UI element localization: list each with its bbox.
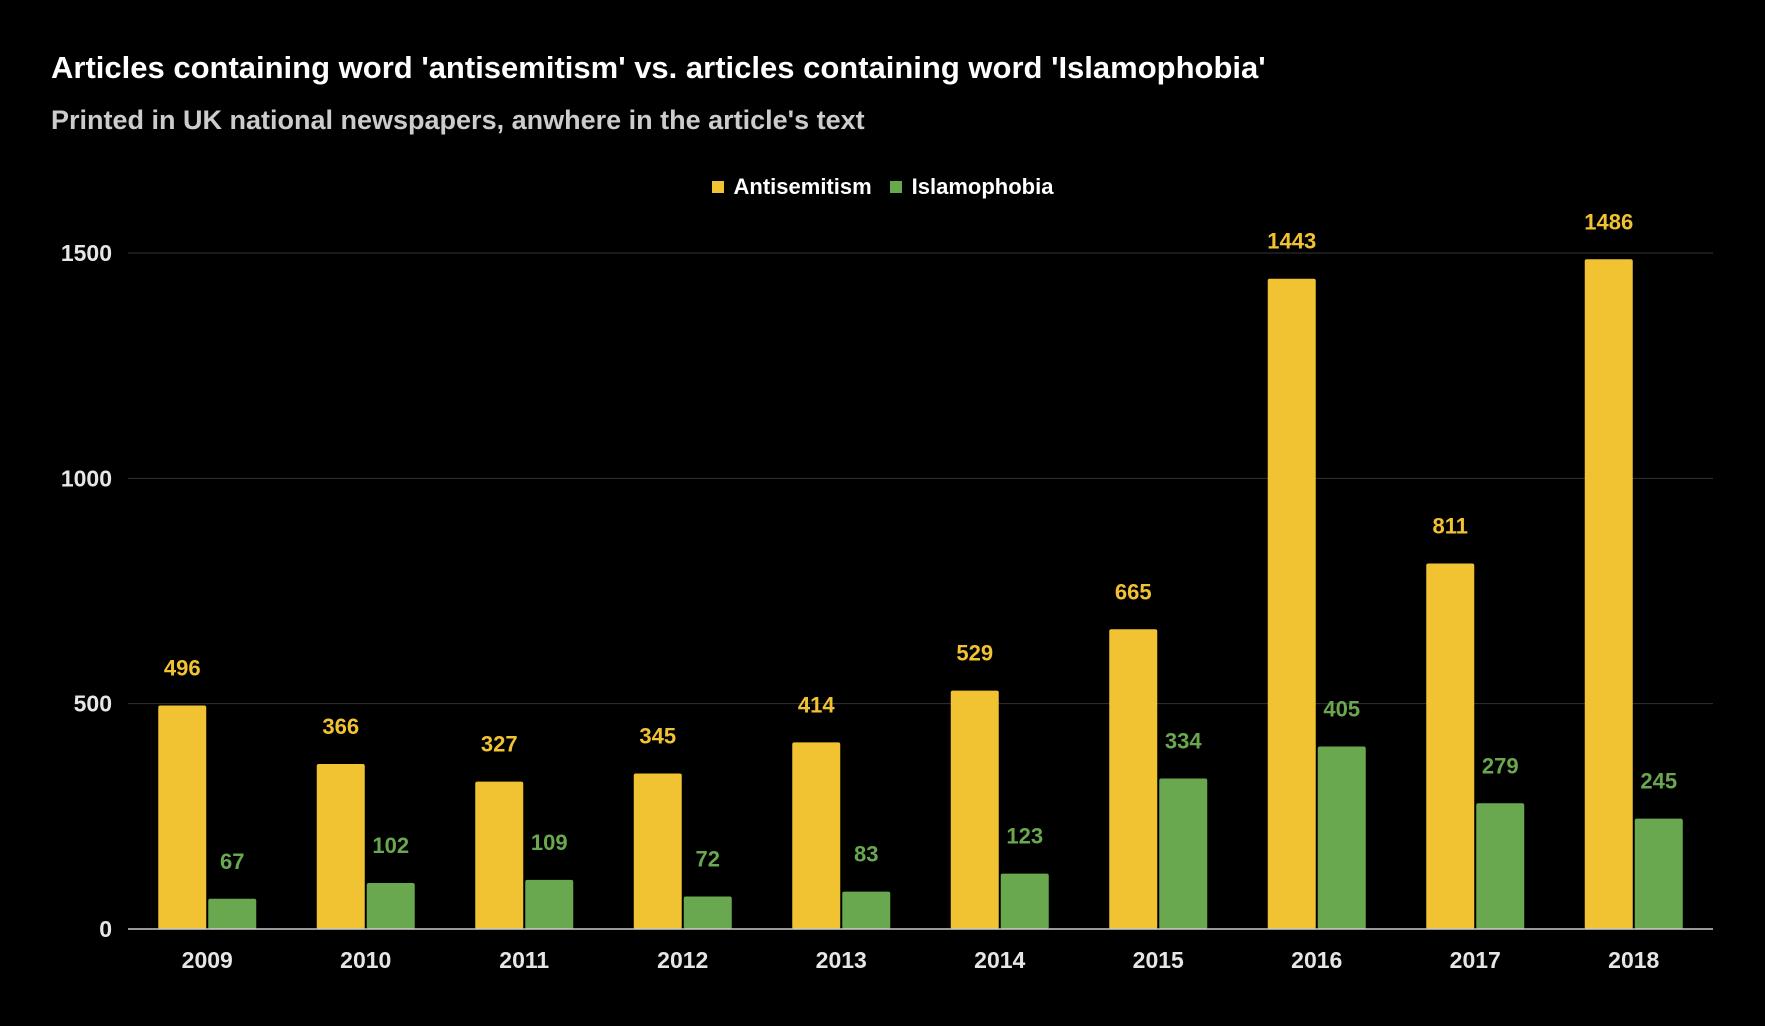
x-tick-label: 2010 — [340, 947, 391, 973]
x-tick-label: 2012 — [657, 947, 708, 973]
bar-antisemitism-2016[interactable] — [1267, 278, 1316, 929]
data-label-antisemitism-2017: 811 — [1433, 514, 1469, 539]
legend-swatch-islamophobia — [889, 181, 902, 193]
x-tick-label: 2017 — [1450, 947, 1501, 973]
data-label-islamophobia-2018: 245 — [1640, 769, 1677, 794]
y-tick-label: 500 — [74, 691, 112, 717]
y-tick-label: 0 — [99, 916, 112, 942]
data-label-antisemitism-2013: 414 — [798, 692, 835, 717]
x-tick-label: 2015 — [1133, 947, 1184, 973]
x-tick-label: 2014 — [974, 947, 1025, 973]
data-label-islamophobia-2014: 123 — [1006, 824, 1043, 849]
bar-islamophobia-2011[interactable] — [525, 879, 574, 929]
data-label-islamophobia-2013: 83 — [854, 842, 878, 867]
data-label-islamophobia-2015: 334 — [1165, 728, 1202, 753]
bar-antisemitism-2015[interactable] — [1109, 629, 1158, 929]
data-label-islamophobia-2016: 405 — [1323, 696, 1360, 721]
legend: Antisemitism Islamophobia — [0, 174, 1765, 200]
bar-antisemitism-2014[interactable] — [950, 690, 999, 929]
bar-antisemitism-2013[interactable] — [792, 742, 841, 929]
data-label-islamophobia-2010: 102 — [372, 833, 409, 858]
x-tick-label: 2009 — [182, 947, 233, 973]
bar-antisemitism-2018[interactable] — [1584, 259, 1633, 929]
data-label-antisemitism-2018: 1486 — [1584, 209, 1633, 234]
data-label-antisemitism-2012: 345 — [639, 724, 676, 749]
x-tick-label: 2018 — [1608, 947, 1659, 973]
x-tick-label: 2013 — [816, 947, 867, 973]
bar-islamophobia-2018[interactable] — [1634, 818, 1683, 929]
data-label-antisemitism-2015: 665 — [1115, 579, 1152, 604]
bar-islamophobia-2013[interactable] — [842, 891, 891, 929]
bar-islamophobia-2012[interactable] — [683, 896, 732, 929]
x-tick-label: 2016 — [1291, 947, 1342, 973]
legend-item-antisemitism[interactable]: Antisemitism — [711, 174, 872, 200]
chart-subtitle: Printed in UK national newspapers, anwhe… — [51, 105, 865, 135]
data-label-antisemitism-2009: 496 — [164, 655, 201, 680]
bar-islamophobia-2010[interactable] — [366, 883, 415, 929]
data-label-antisemitism-2016: 1443 — [1267, 229, 1316, 254]
bar-antisemitism-2012[interactable] — [633, 773, 682, 929]
chart-title: Articles containing word 'antisemitism' … — [51, 50, 1266, 85]
data-label-islamophobia-2017: 279 — [1482, 753, 1519, 778]
bar-antisemitism-2017[interactable] — [1426, 563, 1475, 929]
bar-antisemitism-2009[interactable] — [158, 705, 207, 929]
data-label-islamophobia-2009: 67 — [220, 849, 244, 874]
bar-islamophobia-2016[interactable] — [1317, 746, 1366, 929]
legend-label-antisemitism: Antisemitism — [733, 174, 872, 199]
bar-islamophobia-2009[interactable] — [208, 898, 257, 929]
x-tick-label: 2011 — [499, 947, 549, 973]
data-label-antisemitism-2010: 366 — [322, 714, 359, 739]
bar-antisemitism-2011[interactable] — [475, 781, 524, 929]
bar-islamophobia-2015[interactable] — [1159, 778, 1208, 929]
legend-item-islamophobia[interactable]: Islamophobia — [889, 174, 1054, 200]
data-label-antisemitism-2011: 327 — [481, 732, 518, 757]
data-label-islamophobia-2012: 72 — [696, 847, 720, 872]
data-label-islamophobia-2011: 109 — [531, 830, 568, 855]
legend-swatch-antisemitism — [711, 181, 724, 193]
y-tick-label: 1500 — [61, 240, 112, 266]
y-tick-label: 1000 — [61, 465, 112, 491]
data-label-antisemitism-2014: 529 — [956, 641, 993, 666]
legend-label-islamophobia: Islamophobia — [911, 174, 1054, 199]
bar-islamophobia-2014[interactable] — [1000, 873, 1049, 929]
bar-antisemitism-2010[interactable] — [316, 764, 365, 929]
bar-islamophobia-2017[interactable] — [1476, 803, 1525, 929]
